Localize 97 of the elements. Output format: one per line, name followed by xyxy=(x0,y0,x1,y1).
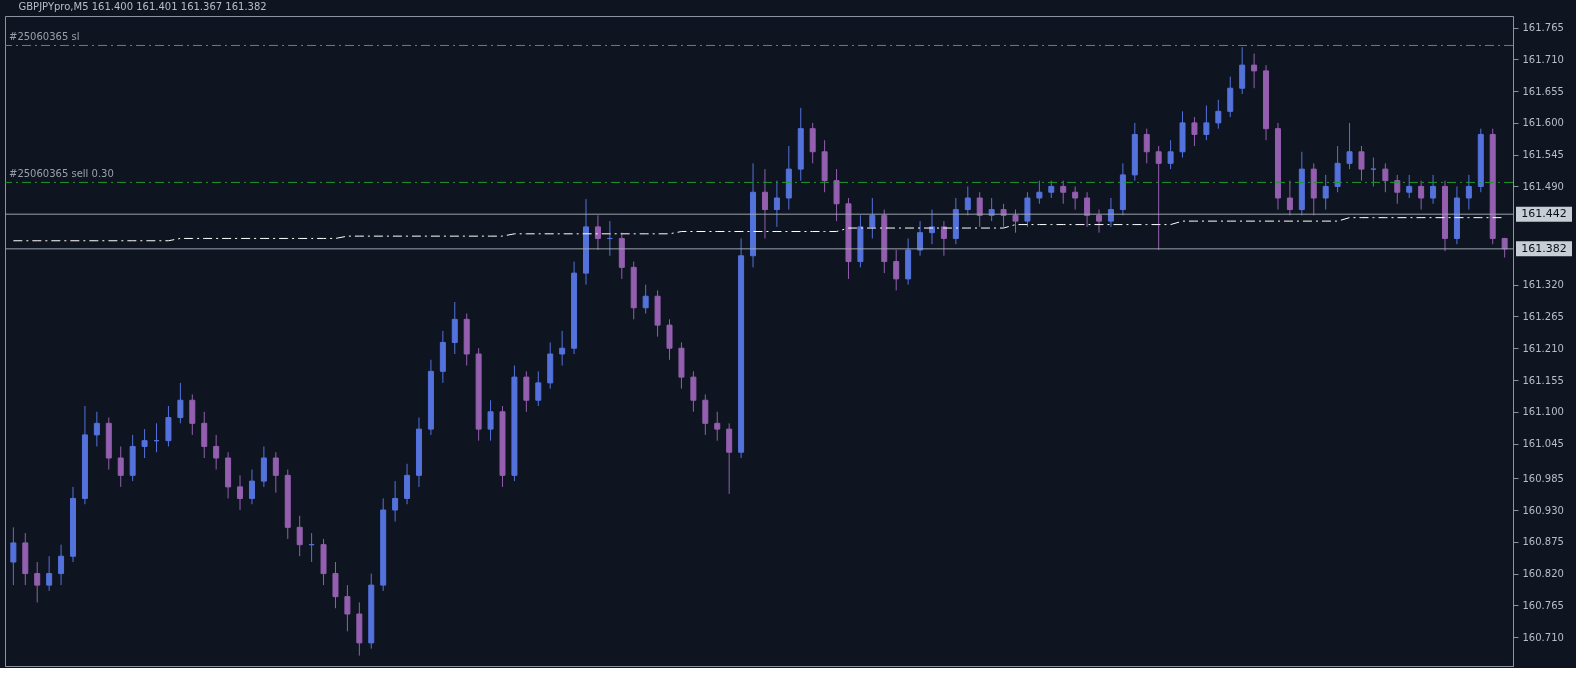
candlestick xyxy=(201,411,208,459)
y-tick-label: 161.210 xyxy=(1522,342,1564,354)
candlestick xyxy=(917,220,924,257)
candlestick xyxy=(1394,174,1401,205)
candlestick xyxy=(1060,180,1067,205)
candlestick xyxy=(1167,139,1174,170)
candlestick xyxy=(177,382,184,424)
candlestick xyxy=(988,197,995,222)
y-tick-label: 161.045 xyxy=(1522,438,1564,450)
candlestick xyxy=(1012,209,1019,234)
candlestick xyxy=(272,451,279,494)
candlestick xyxy=(1370,157,1377,187)
candlestick xyxy=(1465,174,1472,211)
candlestick xyxy=(117,445,124,488)
candlestick xyxy=(1346,122,1353,170)
y-tick-label: 161.320 xyxy=(1522,279,1564,291)
y-tick-label: 160.930 xyxy=(1522,504,1564,516)
y-tick-label: 161.600 xyxy=(1522,117,1564,129)
candlestick xyxy=(58,544,65,586)
candlestick xyxy=(392,480,399,523)
candlestick xyxy=(1096,209,1103,234)
candlestick xyxy=(1406,174,1413,199)
candlestick xyxy=(1286,180,1293,216)
candlestick xyxy=(34,561,41,603)
ref-line-label: 161.442 xyxy=(1521,207,1567,221)
candlestick xyxy=(344,584,351,632)
candlestick xyxy=(761,168,768,239)
candlestick xyxy=(404,463,411,505)
candlestick xyxy=(714,411,721,442)
y-tick-label: 161.765 xyxy=(1522,22,1564,34)
candlestick xyxy=(237,474,244,511)
candlestick xyxy=(1430,174,1437,205)
candlestick xyxy=(893,249,900,291)
candlestick xyxy=(535,370,542,407)
candlestick xyxy=(487,399,494,442)
candlestick xyxy=(248,469,255,505)
y-tick-label: 161.100 xyxy=(1522,406,1564,418)
ref-line-label: #25060365 sell 0.30 xyxy=(9,168,114,180)
candlestick xyxy=(165,405,172,447)
candlestick xyxy=(869,197,876,239)
candlestick xyxy=(1203,105,1210,141)
candlestick xyxy=(809,122,816,164)
y-tick-label: 160.765 xyxy=(1522,599,1564,611)
candlestick xyxy=(523,370,530,413)
candlestick xyxy=(1072,185,1079,211)
candlestick xyxy=(1084,191,1091,228)
y-tick-label: 161.710 xyxy=(1522,53,1564,65)
candlestick xyxy=(642,284,649,315)
candlestick xyxy=(976,191,983,228)
candlestick xyxy=(559,330,566,367)
y-tick-label: 160.710 xyxy=(1522,631,1564,643)
candlestick xyxy=(296,515,303,557)
candlestick xyxy=(964,185,971,216)
candlestick xyxy=(1191,116,1198,147)
candlestick xyxy=(213,434,220,471)
chart-title: GBPJPYpro,M5 161.400 161.401 161.367 161.382 xyxy=(18,1,267,12)
candlestick xyxy=(1143,128,1150,164)
candlestick xyxy=(702,393,709,436)
candlestick xyxy=(93,411,100,447)
y-tick-label: 161.545 xyxy=(1522,149,1564,161)
candlestick xyxy=(666,318,673,361)
y-tick-label: 160.875 xyxy=(1522,536,1564,548)
candlestick xyxy=(260,445,267,488)
candlestick xyxy=(141,428,148,459)
candlestick xyxy=(1024,191,1031,228)
candlestick xyxy=(726,422,733,495)
candlestick xyxy=(1418,180,1425,211)
candlestick xyxy=(1000,203,1007,228)
y-tick-label: 160.820 xyxy=(1522,568,1564,580)
ref-line-label: #25060365 sl xyxy=(9,31,80,43)
candlestick xyxy=(940,220,947,257)
candlestick xyxy=(1215,99,1222,130)
y-tick-label: 161.490 xyxy=(1522,180,1564,192)
candlestick xyxy=(1251,53,1258,89)
candlestick xyxy=(773,180,780,228)
y-tick-label: 160.985 xyxy=(1522,472,1564,484)
candlestick xyxy=(1227,76,1234,118)
y-tick-label: 161.655 xyxy=(1522,85,1564,97)
candlestick xyxy=(833,168,840,222)
candlestick xyxy=(1107,197,1114,228)
candlestick xyxy=(594,214,601,251)
candlestick xyxy=(690,370,697,413)
candlestick xyxy=(332,561,339,609)
candlestick xyxy=(1382,162,1389,193)
candlestick xyxy=(451,301,458,355)
candlestick xyxy=(1358,145,1365,182)
ref-line-label: 161.382 xyxy=(1521,241,1567,255)
y-tick-label: 161.265 xyxy=(1522,310,1564,322)
candlestick xyxy=(46,555,53,592)
candlestick xyxy=(189,393,196,436)
candlestick xyxy=(1155,145,1162,251)
candlestick xyxy=(1334,145,1341,193)
candlestick xyxy=(10,526,17,586)
candlestick xyxy=(1322,174,1329,211)
y-tick-label: 161.155 xyxy=(1522,374,1564,386)
candlestick xyxy=(1036,180,1043,205)
candlestick xyxy=(1239,46,1246,95)
